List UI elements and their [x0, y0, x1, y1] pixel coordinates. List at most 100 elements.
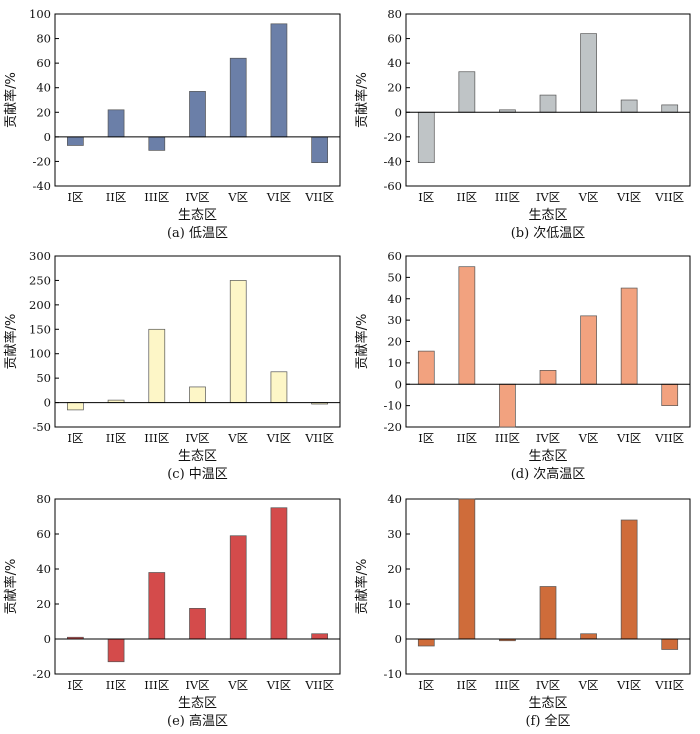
chart-panel-b: -60 -40 -20 0 20 40 60 80 I区 II区 III区 IV区 V区 VI区 VII区生…	[354, 7, 691, 241]
y-tick-label: -20	[383, 420, 402, 434]
x-tick-label: III区	[144, 190, 169, 204]
y-tick-label: 100	[29, 347, 51, 361]
y-tick-label: 30	[387, 313, 402, 327]
x-tick-label: IV区	[185, 190, 209, 204]
y-axis-title: 贡献率/%	[3, 314, 19, 370]
panel-caption: (a) 低温区	[167, 226, 228, 241]
panel-caption: (b) 次低温区	[511, 225, 586, 241]
y-tick-label: 40	[387, 492, 402, 506]
y-tick-label: 0	[44, 130, 51, 144]
x-tick-label: VI区	[266, 678, 291, 692]
y-tick-label: 0	[44, 632, 51, 646]
bar-a-4	[189, 91, 206, 138]
bar-e-5	[229, 535, 247, 640]
y-tick-label: 20	[387, 562, 402, 576]
x-axis-title: 生态区	[178, 208, 217, 223]
bar-e-7	[311, 633, 328, 640]
bar-d-1	[417, 350, 435, 385]
bar-d-5	[580, 315, 597, 385]
x-tick-label: V区	[578, 678, 599, 692]
x-tick-label: VII区	[304, 190, 334, 204]
bar-e-3	[148, 572, 166, 640]
chart-panel-c: -50 0 50 100 150 200 250 300 I区 II区 III区 IV区 V区 VI区 VI…	[3, 249, 341, 482]
y-tick-label: 30	[387, 527, 402, 541]
y-tick-label: 60	[36, 56, 51, 70]
bar-e-4	[189, 608, 206, 640]
y-tick-label: 50	[387, 270, 402, 284]
y-tick-label: 40	[36, 562, 51, 576]
x-tick-label: I区	[418, 678, 434, 692]
y-tick-label: 0	[395, 377, 402, 391]
x-tick-label: II区	[106, 190, 127, 204]
y-tick-label: 60	[387, 32, 402, 46]
y-axis-title: 贡献率/%	[354, 314, 370, 370]
y-tick-label: 300	[29, 249, 51, 263]
x-tick-label: II区	[457, 190, 478, 204]
y-tick-label: 200	[29, 298, 51, 312]
y-tick-label: 150	[29, 322, 51, 336]
x-tick-label: V区	[227, 678, 248, 692]
y-tick-label: 20	[387, 335, 402, 349]
y-tick-label: 60	[36, 527, 51, 541]
y-tick-label: 0	[395, 105, 402, 119]
bar-f-5	[580, 633, 597, 640]
x-tick-label: VI区	[266, 431, 291, 445]
x-tick-label: VI区	[266, 190, 291, 204]
panel-caption: (c) 中温区	[167, 467, 228, 482]
y-tick-label: -40	[32, 179, 51, 193]
bar-a-6	[270, 23, 288, 138]
chart-panel-d: -20 -10 0 10 20 30 40 50 60 I区 II区 III区 IV区 V区 VI区 VII区…	[354, 249, 691, 482]
bar-f-1	[417, 638, 435, 647]
y-tick-label: 80	[36, 492, 51, 506]
y-tick-label: 20	[387, 81, 402, 95]
y-axis-title: 贡献率/%	[3, 72, 19, 128]
x-tick-label: I区	[67, 678, 83, 692]
x-tick-label: VII区	[654, 190, 684, 204]
y-tick-label: -40	[383, 154, 402, 168]
panel-caption: (e) 高温区	[167, 713, 228, 729]
x-tick-label: VII区	[304, 431, 334, 445]
bar-e-2	[107, 638, 125, 663]
x-tick-label: IV区	[185, 431, 209, 445]
y-tick-label: -20	[32, 154, 51, 168]
bar-b-1	[417, 111, 435, 164]
x-tick-label: III区	[495, 678, 520, 692]
bar-d-7	[661, 383, 679, 406]
y-axis-title: 贡献率/%	[354, 559, 370, 615]
x-tick-label: VII区	[654, 431, 684, 445]
bar-b-5	[580, 33, 597, 113]
y-tick-label: 250	[29, 273, 51, 287]
y-tick-label: 100	[29, 7, 51, 21]
plot-frame	[54, 13, 341, 187]
y-tick-label: -10	[383, 399, 402, 413]
plot-frame	[405, 13, 691, 187]
bar-a-7	[311, 136, 328, 164]
y-tick-label: 50	[36, 371, 51, 385]
x-tick-label: IV区	[536, 190, 560, 204]
bar-c-1	[67, 402, 84, 411]
y-tick-label: -50	[32, 420, 51, 434]
x-tick-label: III区	[495, 190, 520, 204]
x-axis-title: 生态区	[528, 449, 567, 464]
bar-d-6	[620, 287, 638, 385]
bar-f-6	[620, 519, 638, 640]
x-axis-title: 生态区	[178, 449, 217, 464]
bar-c-4	[189, 386, 206, 403]
x-tick-label: II区	[457, 678, 478, 692]
plot-frame	[405, 498, 691, 675]
bar-b-6	[620, 99, 638, 113]
x-tick-label: II区	[106, 678, 127, 692]
bar-f-7	[661, 638, 679, 650]
bar-d-2	[458, 266, 476, 385]
x-axis-title: 生态区	[528, 208, 567, 223]
bar-c-6	[270, 371, 288, 403]
bar-b-4	[539, 94, 557, 113]
bar-c-3	[148, 328, 166, 403]
y-axis-title: 贡献率/%	[3, 559, 19, 615]
y-tick-label: -60	[383, 179, 402, 193]
x-axis-title: 生态区	[178, 696, 217, 711]
panel-caption: (f) 全区	[525, 713, 570, 729]
